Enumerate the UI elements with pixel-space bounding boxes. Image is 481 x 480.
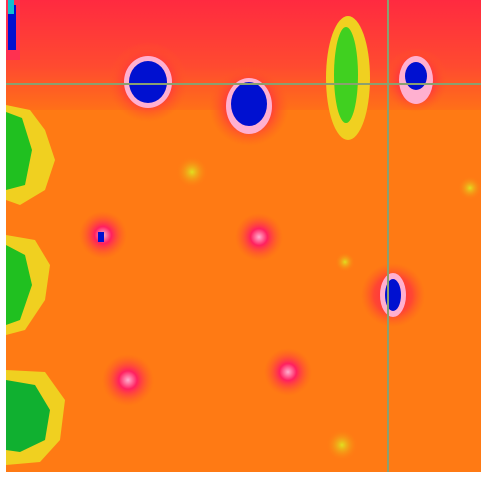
yellow-spot — [335, 252, 355, 272]
red-spot — [102, 354, 154, 406]
yellow-spot — [176, 156, 208, 188]
green-ellipse — [334, 27, 358, 123]
red-spot — [235, 213, 283, 261]
blue-blob — [231, 82, 267, 126]
blue-blob — [129, 61, 167, 103]
yellow-spot — [326, 429, 358, 461]
left-cyan-spot — [8, 0, 14, 14]
small-blue-spot — [98, 232, 104, 242]
yellow-spot — [458, 176, 481, 200]
blue-blob — [405, 62, 427, 90]
red-spot — [264, 348, 312, 396]
heatmap-view — [0, 0, 481, 480]
page: (() => { const data = JSON.parse(documen… — [0, 0, 481, 480]
